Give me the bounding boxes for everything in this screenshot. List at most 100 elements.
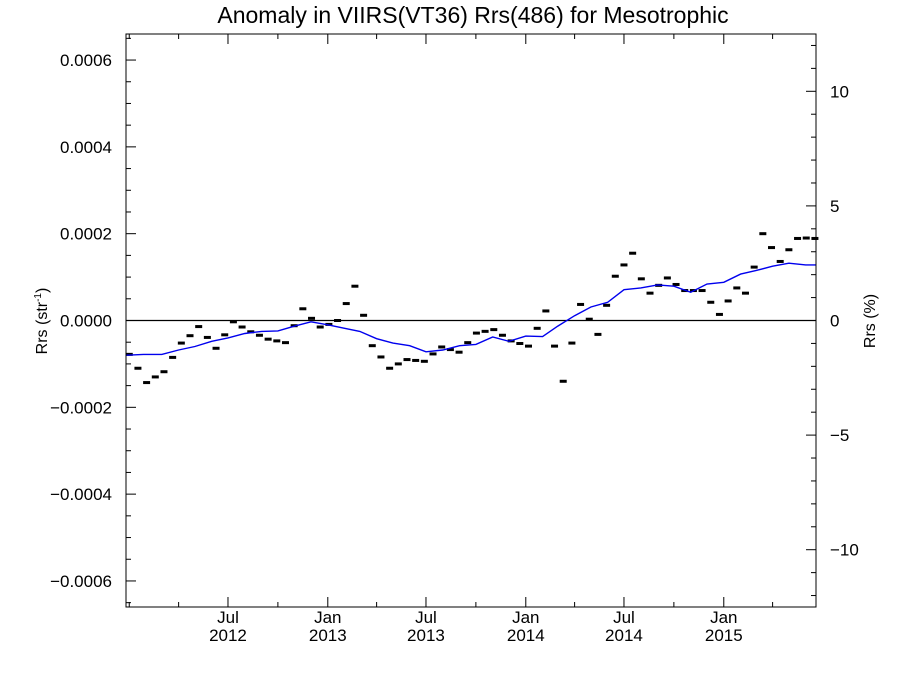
anomaly-marker	[551, 344, 559, 348]
anomaly-marker	[377, 355, 385, 359]
anomaly-marker	[151, 375, 159, 379]
anomaly-marker	[498, 333, 506, 337]
anomaly-marker	[533, 326, 541, 330]
anomaly-marker	[759, 232, 767, 236]
anomaly-marker	[724, 299, 732, 303]
anomaly-marker	[420, 359, 428, 363]
x-tick-label-month: Jan	[314, 608, 341, 627]
anomaly-marker	[255, 333, 263, 337]
anomaly-marker	[741, 291, 749, 295]
y-right-tick-label: −10	[830, 541, 859, 560]
anomaly-marker	[698, 289, 706, 293]
anomaly-marker	[308, 316, 316, 320]
anomaly-marker	[299, 307, 307, 311]
anomaly-marker	[195, 325, 203, 329]
y-left-tick-label: 0.0006	[60, 51, 112, 70]
y-right-tick-label: 10	[830, 82, 849, 101]
x-tick-label-month: Jul	[217, 608, 239, 627]
anomaly-marker	[794, 236, 802, 240]
y-left-tick-label: 0.0004	[60, 138, 112, 157]
anomaly-marker	[143, 381, 151, 385]
anomaly-marker	[672, 282, 680, 286]
anomaly-marker	[577, 302, 585, 306]
x-tick-label-month: Jul	[415, 608, 437, 627]
x-tick-label-month: Jan	[512, 608, 539, 627]
anomaly-marker	[351, 284, 359, 288]
anomaly-marker	[594, 332, 602, 336]
anomaly-marker	[516, 342, 524, 346]
anomaly-marker	[186, 334, 194, 338]
anomaly-marker	[525, 344, 532, 348]
anomaly-marker	[707, 300, 715, 304]
x-tick-label-year: 2014	[605, 626, 643, 645]
anomaly-marker	[273, 339, 281, 343]
anomaly-marker	[134, 366, 142, 370]
anomaly-marker	[750, 265, 758, 269]
y-left-tick-label: −0.0006	[50, 572, 112, 591]
x-tick-label-year: 2015	[705, 626, 743, 645]
y-axis-right-label: Rrs (%)	[862, 294, 879, 348]
anomaly-marker	[446, 348, 454, 352]
x-tick-label-year: 2012	[209, 626, 247, 645]
y-left-tick-label: −0.0004	[50, 485, 112, 504]
anomaly-marker	[568, 341, 576, 345]
x-tick-label-year: 2013	[407, 626, 445, 645]
anomaly-marker	[785, 248, 793, 252]
anomaly-marker	[559, 379, 567, 383]
anomaly-marker	[663, 276, 671, 280]
anomaly-marker	[802, 236, 810, 240]
anomaly-marker	[603, 303, 611, 307]
x-tick-label-year: 2013	[309, 626, 347, 645]
plot-frame	[125, 33, 817, 608]
anomaly-marker	[768, 246, 776, 250]
data-series	[125, 232, 819, 385]
anomaly-marker	[733, 286, 741, 290]
anomaly-marker	[611, 274, 619, 278]
y-right-tick-label: 0	[830, 312, 839, 331]
anomaly-marker	[542, 309, 550, 313]
axis-tick-labels: 0.0006 0.0004 0.0002 0.0000 −0.0002 −0.0004 −0…	[50, 51, 859, 645]
anomaly-marker	[620, 263, 628, 267]
x-tick-label-year: 2014	[507, 626, 545, 645]
anomaly-marker	[481, 329, 489, 333]
anomaly-marker	[386, 366, 394, 370]
anomaly-marker	[585, 317, 593, 321]
anomaly-marker	[637, 277, 645, 281]
anomaly-marker	[203, 335, 211, 339]
x-tick-label-month: Jul	[613, 608, 635, 627]
anomaly-marker	[455, 350, 463, 354]
anomaly-marker	[646, 291, 654, 295]
y-left-tick-label: 0.0000	[60, 312, 112, 331]
anomaly-marker	[342, 302, 350, 306]
anomaly-marker	[177, 341, 185, 345]
anomaly-marker	[412, 358, 420, 362]
anomaly-marker	[169, 355, 177, 359]
anomaly-marker	[264, 337, 272, 341]
anomaly-marker	[316, 325, 324, 329]
anomaly-marker	[629, 251, 637, 255]
anomaly-marker	[403, 358, 411, 362]
anomaly-marker	[247, 330, 255, 334]
anomaly-marker	[360, 313, 368, 317]
trend-line	[125, 262, 816, 356]
anomaly-marker	[368, 344, 376, 348]
anomaly-marker	[221, 333, 229, 337]
anomaly-marker	[160, 370, 168, 374]
y-right-tick-label: −5	[830, 426, 849, 445]
anomaly-marker	[429, 352, 437, 356]
anomaly-marker	[464, 341, 472, 345]
anomaly-marker	[281, 341, 289, 345]
anomaly-marker	[472, 331, 480, 335]
anomaly-marker	[229, 320, 237, 324]
y-axis-left-label-superscript: -1	[33, 293, 44, 302]
anomaly-marker	[715, 312, 723, 316]
y-left-tick-label: 0.0002	[60, 225, 112, 244]
anomaly-marker	[334, 319, 342, 322]
chart-title: Anomaly in VIIRS(VT36) Rrs(486) for Meso…	[217, 2, 728, 28]
anomaly-marker	[238, 325, 246, 329]
y-axis-left-label: Rrs (str-1)	[33, 288, 51, 355]
anomaly-marker	[490, 328, 498, 332]
y-right-tick-label: 5	[830, 197, 839, 216]
anomaly-marker	[212, 346, 220, 350]
